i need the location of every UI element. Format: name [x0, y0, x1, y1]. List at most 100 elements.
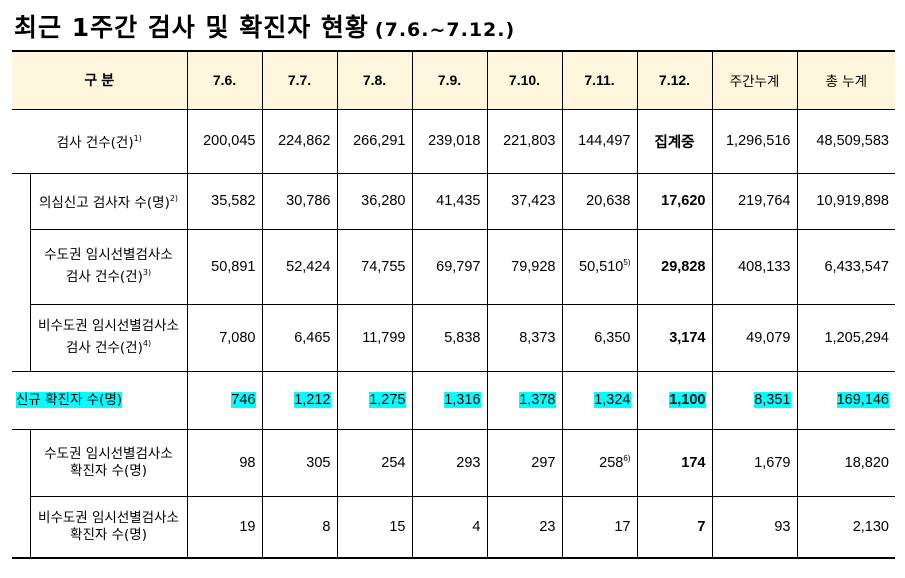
value-cell: 8: [261, 495, 338, 559]
footnote-mark: 1): [133, 134, 142, 143]
table-row: 수도권 임시선별검사소 확진자 수(명) 98 305 254 293 297 2586) 1…: [12, 428, 895, 558]
header-cell: 7.10.: [486, 50, 563, 110]
row-label: 비수도권 임시선별검사소 확진자 수(명): [29, 495, 188, 559]
value-cell: 37,423: [486, 172, 563, 230]
value-cell: 1,205,294: [796, 303, 895, 372]
cell-value: 408,133: [738, 258, 791, 275]
value-cell: 224,862: [261, 108, 338, 174]
cell-value: 266,291: [353, 133, 406, 149]
table-row: 검사 건수(건)1) 200,045 224,862 266,291 239,018 22…: [12, 108, 895, 174]
cell-value: 29,828: [661, 258, 706, 275]
cell-value: 305: [306, 454, 331, 471]
value-cell: 1,324: [561, 370, 638, 430]
value-cell: 2,130: [796, 495, 895, 559]
table-row: 의심신고 검사자 수(명)2) 35,582 30,786 36,280 41,435 3…: [12, 172, 895, 371]
value-cell: 30,786: [261, 172, 338, 230]
cell-value: 52,424: [286, 258, 331, 275]
cell-value: 48,509,583: [816, 133, 889, 149]
cell-value: 5,838: [444, 329, 481, 346]
row-label: 의심신고 검사자 수(명)2): [29, 172, 188, 230]
cell-value: 8,373: [519, 329, 556, 346]
cell-value: 23: [539, 518, 556, 535]
value-cell: 144,497: [561, 108, 638, 174]
value-cell: 17,620: [636, 172, 713, 230]
value-cell: 48,509,583: [796, 108, 895, 174]
cell-value: 1,324: [594, 392, 631, 408]
value-cell: 1,100: [636, 370, 713, 430]
value-cell: 200,045: [186, 108, 263, 174]
value-cell: 집계중: [636, 108, 713, 174]
footnote-mark: 4): [142, 339, 152, 348]
value-cell: 1,378: [486, 370, 563, 430]
value-cell: 5,838: [411, 303, 488, 372]
cell-value: 1,212: [294, 392, 331, 408]
value-cell: 266,291: [336, 108, 413, 174]
value-cell: 169,146: [796, 370, 895, 430]
cell-value: 7,080: [219, 329, 256, 346]
value-cell: 305: [261, 428, 338, 497]
cell-value: 1,316: [444, 392, 481, 408]
cell-value: 293: [456, 454, 481, 471]
value-cell: 19: [186, 495, 263, 559]
value-cell: 17: [561, 495, 638, 559]
table-row: 비수도권 임시선별검사소 확진자 수(명) 19 8 15 4 23 17 7 93 2,130: [12, 495, 895, 559]
cell-value: 69,797: [436, 258, 481, 275]
value-cell: 239,018: [411, 108, 488, 174]
header-cell: 주간누계: [711, 50, 798, 110]
value-cell: 408,133: [711, 228, 798, 305]
value-cell: 29,828: [636, 228, 713, 305]
cell-value: 41,435: [436, 193, 481, 209]
indent-cell: [12, 429, 31, 558]
value-cell: 6,350: [561, 303, 638, 372]
cell-value: 6,350: [594, 329, 631, 346]
cell-value: 219,764: [738, 193, 791, 209]
value-cell: 1,275: [336, 370, 413, 430]
cell-value: 35,582: [211, 193, 256, 209]
row-label: 수도권 임시선별검사소 검사 건수(건)3): [29, 228, 188, 305]
cell-value: 7: [697, 518, 706, 535]
cell-value: 17: [614, 518, 631, 535]
value-cell: 6,465: [261, 303, 338, 372]
cell-value: 15: [389, 518, 406, 535]
footnote-mark: 2): [169, 194, 179, 203]
value-cell: 8,373: [486, 303, 563, 372]
cell-value: 50,891: [211, 258, 256, 275]
value-cell: 11,799: [336, 303, 413, 372]
row-label-text: 검사 건수(건): [56, 135, 134, 151]
value-cell: 93: [711, 495, 798, 559]
cell-value: 36,280: [361, 193, 406, 209]
cell-value: 221,803: [503, 133, 556, 149]
header-cell: 7.12.: [636, 50, 713, 110]
value-cell: 35,582: [186, 172, 263, 230]
table-row: 비수도권 임시선별검사소 검사 건수(건)4) 7,080 6,465 11,799 5…: [12, 303, 895, 372]
title-period: (7.6.~7.12.): [374, 19, 516, 41]
cell-value: 239,018: [428, 133, 481, 149]
value-cell: 746: [186, 370, 263, 430]
footnote-mark: 5): [623, 258, 631, 267]
value-cell: 174: [636, 428, 713, 497]
value-cell: 36,280: [336, 172, 413, 230]
cell-value: 2,130: [852, 518, 889, 535]
cell-value: 37,423: [511, 193, 556, 209]
cell-value: 93: [774, 518, 791, 535]
title: 최근 1주간 검사 및 확진자 현황 (7.6.~7.12.): [14, 8, 515, 44]
value-cell: 23: [486, 495, 563, 559]
cell-value: 8,351: [754, 392, 791, 408]
value-cell: 10,919,898: [796, 172, 895, 230]
cell-value: 1,296,516: [725, 133, 791, 149]
row-label-text: 수도권 임시선별검사소 검사 건수(건): [44, 247, 173, 285]
value-cell: 3,174: [636, 303, 713, 372]
cell-value: 746: [231, 392, 256, 408]
indent-cell: [12, 173, 31, 371]
row-label: 검사 건수(건)1): [12, 108, 188, 174]
cell-value: 98: [239, 454, 256, 471]
value-cell: 4: [411, 495, 488, 559]
table-row: 수도권 임시선별검사소 검사 건수(건)3) 50,891 52,424 74,755…: [12, 228, 895, 305]
value-cell: 1,296,516: [711, 108, 798, 174]
row-label-text: 수도권 임시선별검사소 확진자 수(명): [44, 445, 173, 479]
header-cell: 7.9.: [411, 50, 488, 110]
value-cell: 49,079: [711, 303, 798, 372]
cell-value: 50,510: [579, 259, 624, 275]
cell-value: 297: [531, 454, 556, 471]
